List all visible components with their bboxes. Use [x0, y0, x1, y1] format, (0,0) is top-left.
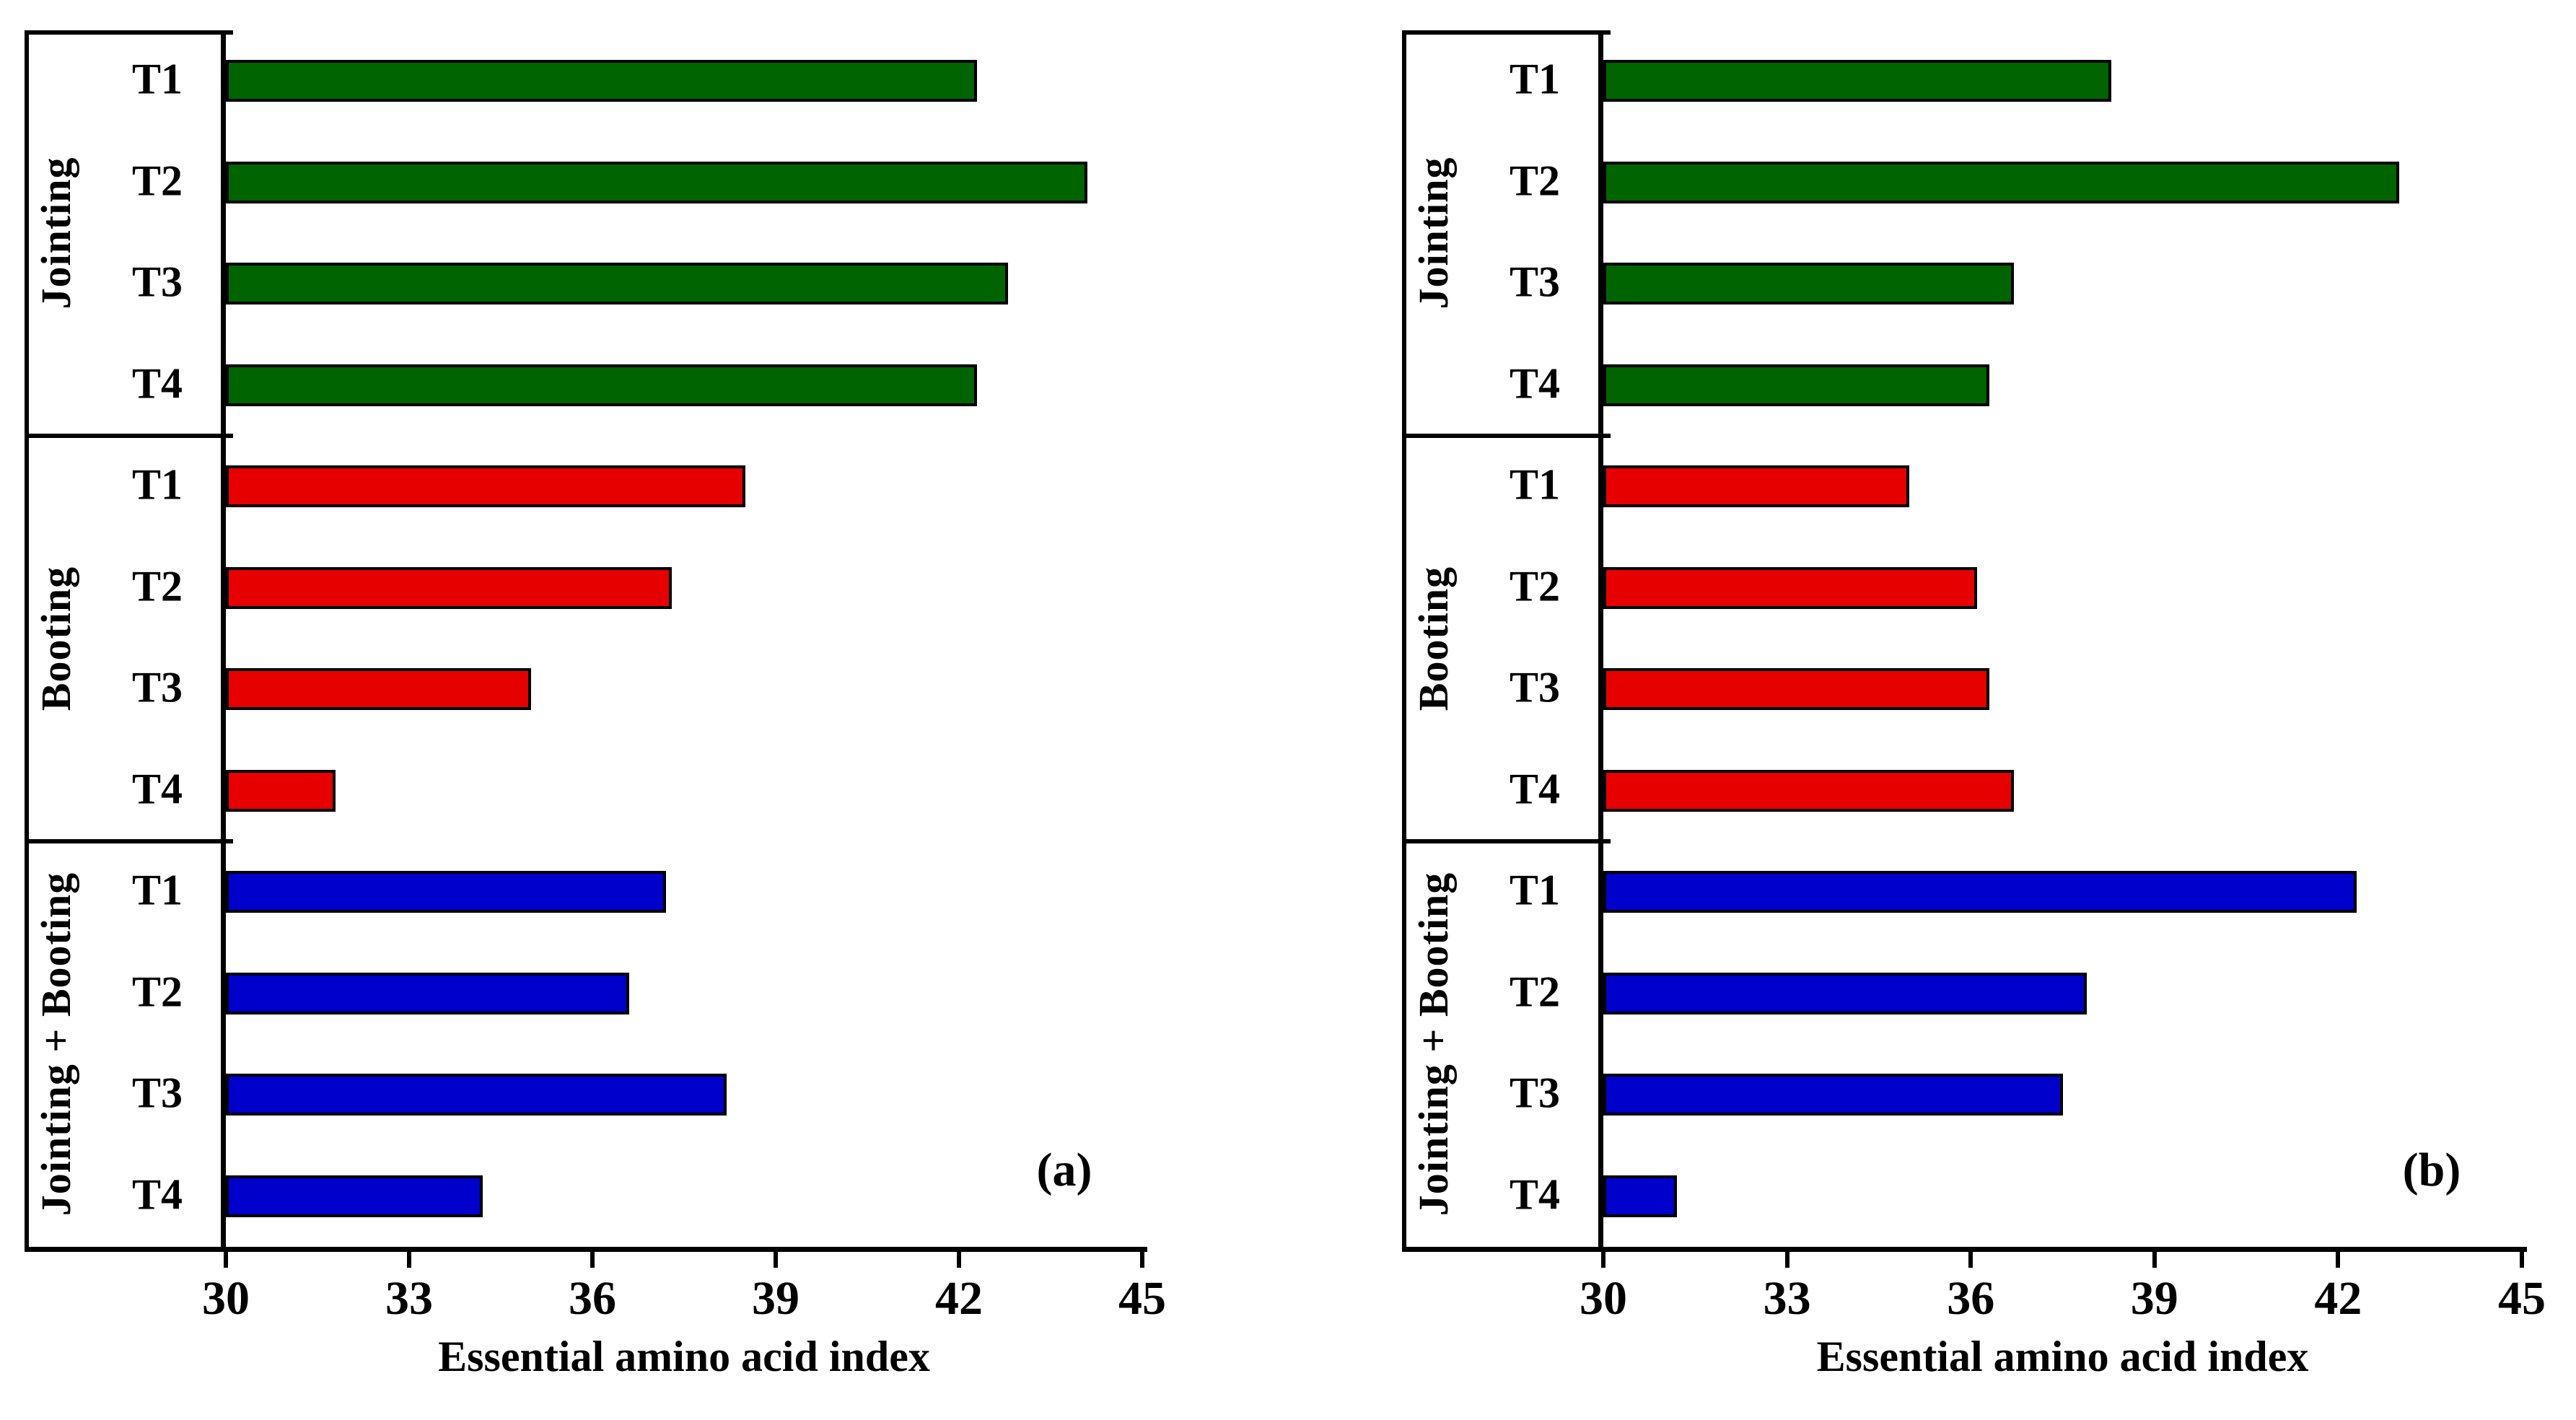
bar-jointing-t1 [1603, 60, 2112, 102]
x-tick-label: 36 [569, 1272, 616, 1325]
bar-jointing-booting-t4 [1603, 1175, 1677, 1217]
category-box-left-border [1402, 30, 1406, 1247]
bar-jointing-t3 [226, 263, 1008, 305]
bar-label: T3 [1509, 258, 1560, 306]
bar-jointing-booting-t1 [1603, 871, 2357, 913]
x-tick [590, 1252, 595, 1268]
bar-label: T2 [1509, 968, 1560, 1016]
x-tick [774, 1252, 778, 1268]
y-axis [1598, 30, 1603, 1252]
group-label-jointing-booting: Jointing + Booting [1410, 872, 1457, 1217]
panel-label-a: (a) [1036, 1144, 1092, 1196]
x-tick-label: 39 [752, 1272, 799, 1325]
x-tick [1968, 1252, 1973, 1268]
bar-label: T2 [1509, 157, 1560, 205]
bar-jointing-booting-t3 [1603, 1074, 2063, 1116]
group-separator-line [25, 434, 233, 438]
bar-jointing-t2 [1603, 161, 2400, 203]
x-tick-label: 33 [1763, 1272, 1811, 1325]
x-tick-label: 42 [2314, 1272, 2362, 1325]
bar-label: T3 [131, 258, 183, 306]
bar-label: T3 [1509, 1069, 1560, 1117]
bar-label: T4 [1509, 765, 1560, 813]
bar-label: T4 [131, 1170, 183, 1219]
bar-label: T4 [131, 765, 183, 813]
x-tick-label: 30 [1580, 1272, 1627, 1325]
x-axis [1402, 1247, 2527, 1252]
x-axis [25, 1247, 1147, 1252]
bar-booting-t2 [1603, 566, 1977, 609]
bar-label: T3 [131, 663, 183, 711]
x-tick [2152, 1252, 2157, 1268]
x-axis-title: Essential amino acid index [438, 1333, 930, 1380]
x-tick-label: 45 [2498, 1272, 2546, 1325]
panel-label-b: (b) [2402, 1144, 2461, 1196]
bar-jointing-t3 [1603, 263, 2014, 305]
bar-booting-t4 [1603, 769, 2014, 812]
x-tick-label: 39 [2130, 1272, 2178, 1325]
bar-jointing-booting-t4 [226, 1175, 483, 1217]
bar-label: T1 [1509, 866, 1560, 914]
bar-jointing-booting-t3 [226, 1074, 727, 1116]
bar-jointing-booting-t1 [226, 871, 666, 913]
bar-label: T3 [131, 1069, 183, 1117]
x-tick-label: 45 [1118, 1272, 1166, 1325]
bar-label: T1 [1509, 460, 1560, 509]
bar-jointing-t1 [226, 60, 978, 102]
bar-booting-t2 [226, 566, 673, 609]
bar-label: T1 [131, 866, 183, 914]
bar-booting-t4 [226, 769, 336, 812]
bar-booting-t3 [1603, 668, 1989, 711]
x-tick [1784, 1252, 1789, 1268]
bar-label: T2 [131, 968, 183, 1016]
x-axis-title: Essential amino acid index [1816, 1333, 2309, 1380]
x-tick-label: 36 [1947, 1272, 1995, 1325]
bar-label: T2 [131, 157, 183, 205]
group-separator-line [1402, 434, 1611, 438]
x-tick-label: 33 [385, 1272, 433, 1325]
category-box-left-border [25, 30, 29, 1247]
bar-label: T1 [1509, 55, 1560, 103]
bar-booting-t3 [226, 668, 532, 711]
bar-label: T2 [131, 562, 183, 610]
category-box-top-border [1402, 30, 1611, 35]
bar-booting-t1 [226, 465, 745, 508]
bar-label: T4 [1509, 1170, 1560, 1219]
x-tick-label: 42 [935, 1272, 983, 1325]
bar-label: T2 [1509, 562, 1560, 610]
bar-label: T1 [131, 460, 183, 509]
x-tick [2520, 1252, 2524, 1268]
bar-jointing-t4 [226, 364, 978, 406]
bar-jointing-t2 [226, 161, 1087, 203]
x-tick [2336, 1252, 2341, 1268]
y-axis [221, 30, 226, 1252]
x-tick [224, 1252, 228, 1268]
bar-jointing-booting-t2 [1603, 972, 2087, 1014]
x-tick [957, 1252, 961, 1268]
x-tick [1601, 1252, 1605, 1268]
bar-label: T4 [131, 359, 183, 408]
bar-booting-t1 [1603, 465, 1910, 508]
bar-label: T4 [1509, 359, 1560, 408]
group-separator-line [1402, 839, 1611, 843]
group-separator-line [25, 839, 233, 843]
x-tick-label: 30 [202, 1272, 250, 1325]
bar-label: T1 [131, 55, 183, 103]
x-tick [407, 1252, 411, 1268]
bar-jointing-booting-t2 [226, 972, 629, 1014]
bar-label: T3 [1509, 663, 1560, 711]
x-tick [1140, 1252, 1144, 1268]
category-box-top-border [25, 30, 233, 35]
bar-jointing-t4 [1603, 364, 1989, 406]
